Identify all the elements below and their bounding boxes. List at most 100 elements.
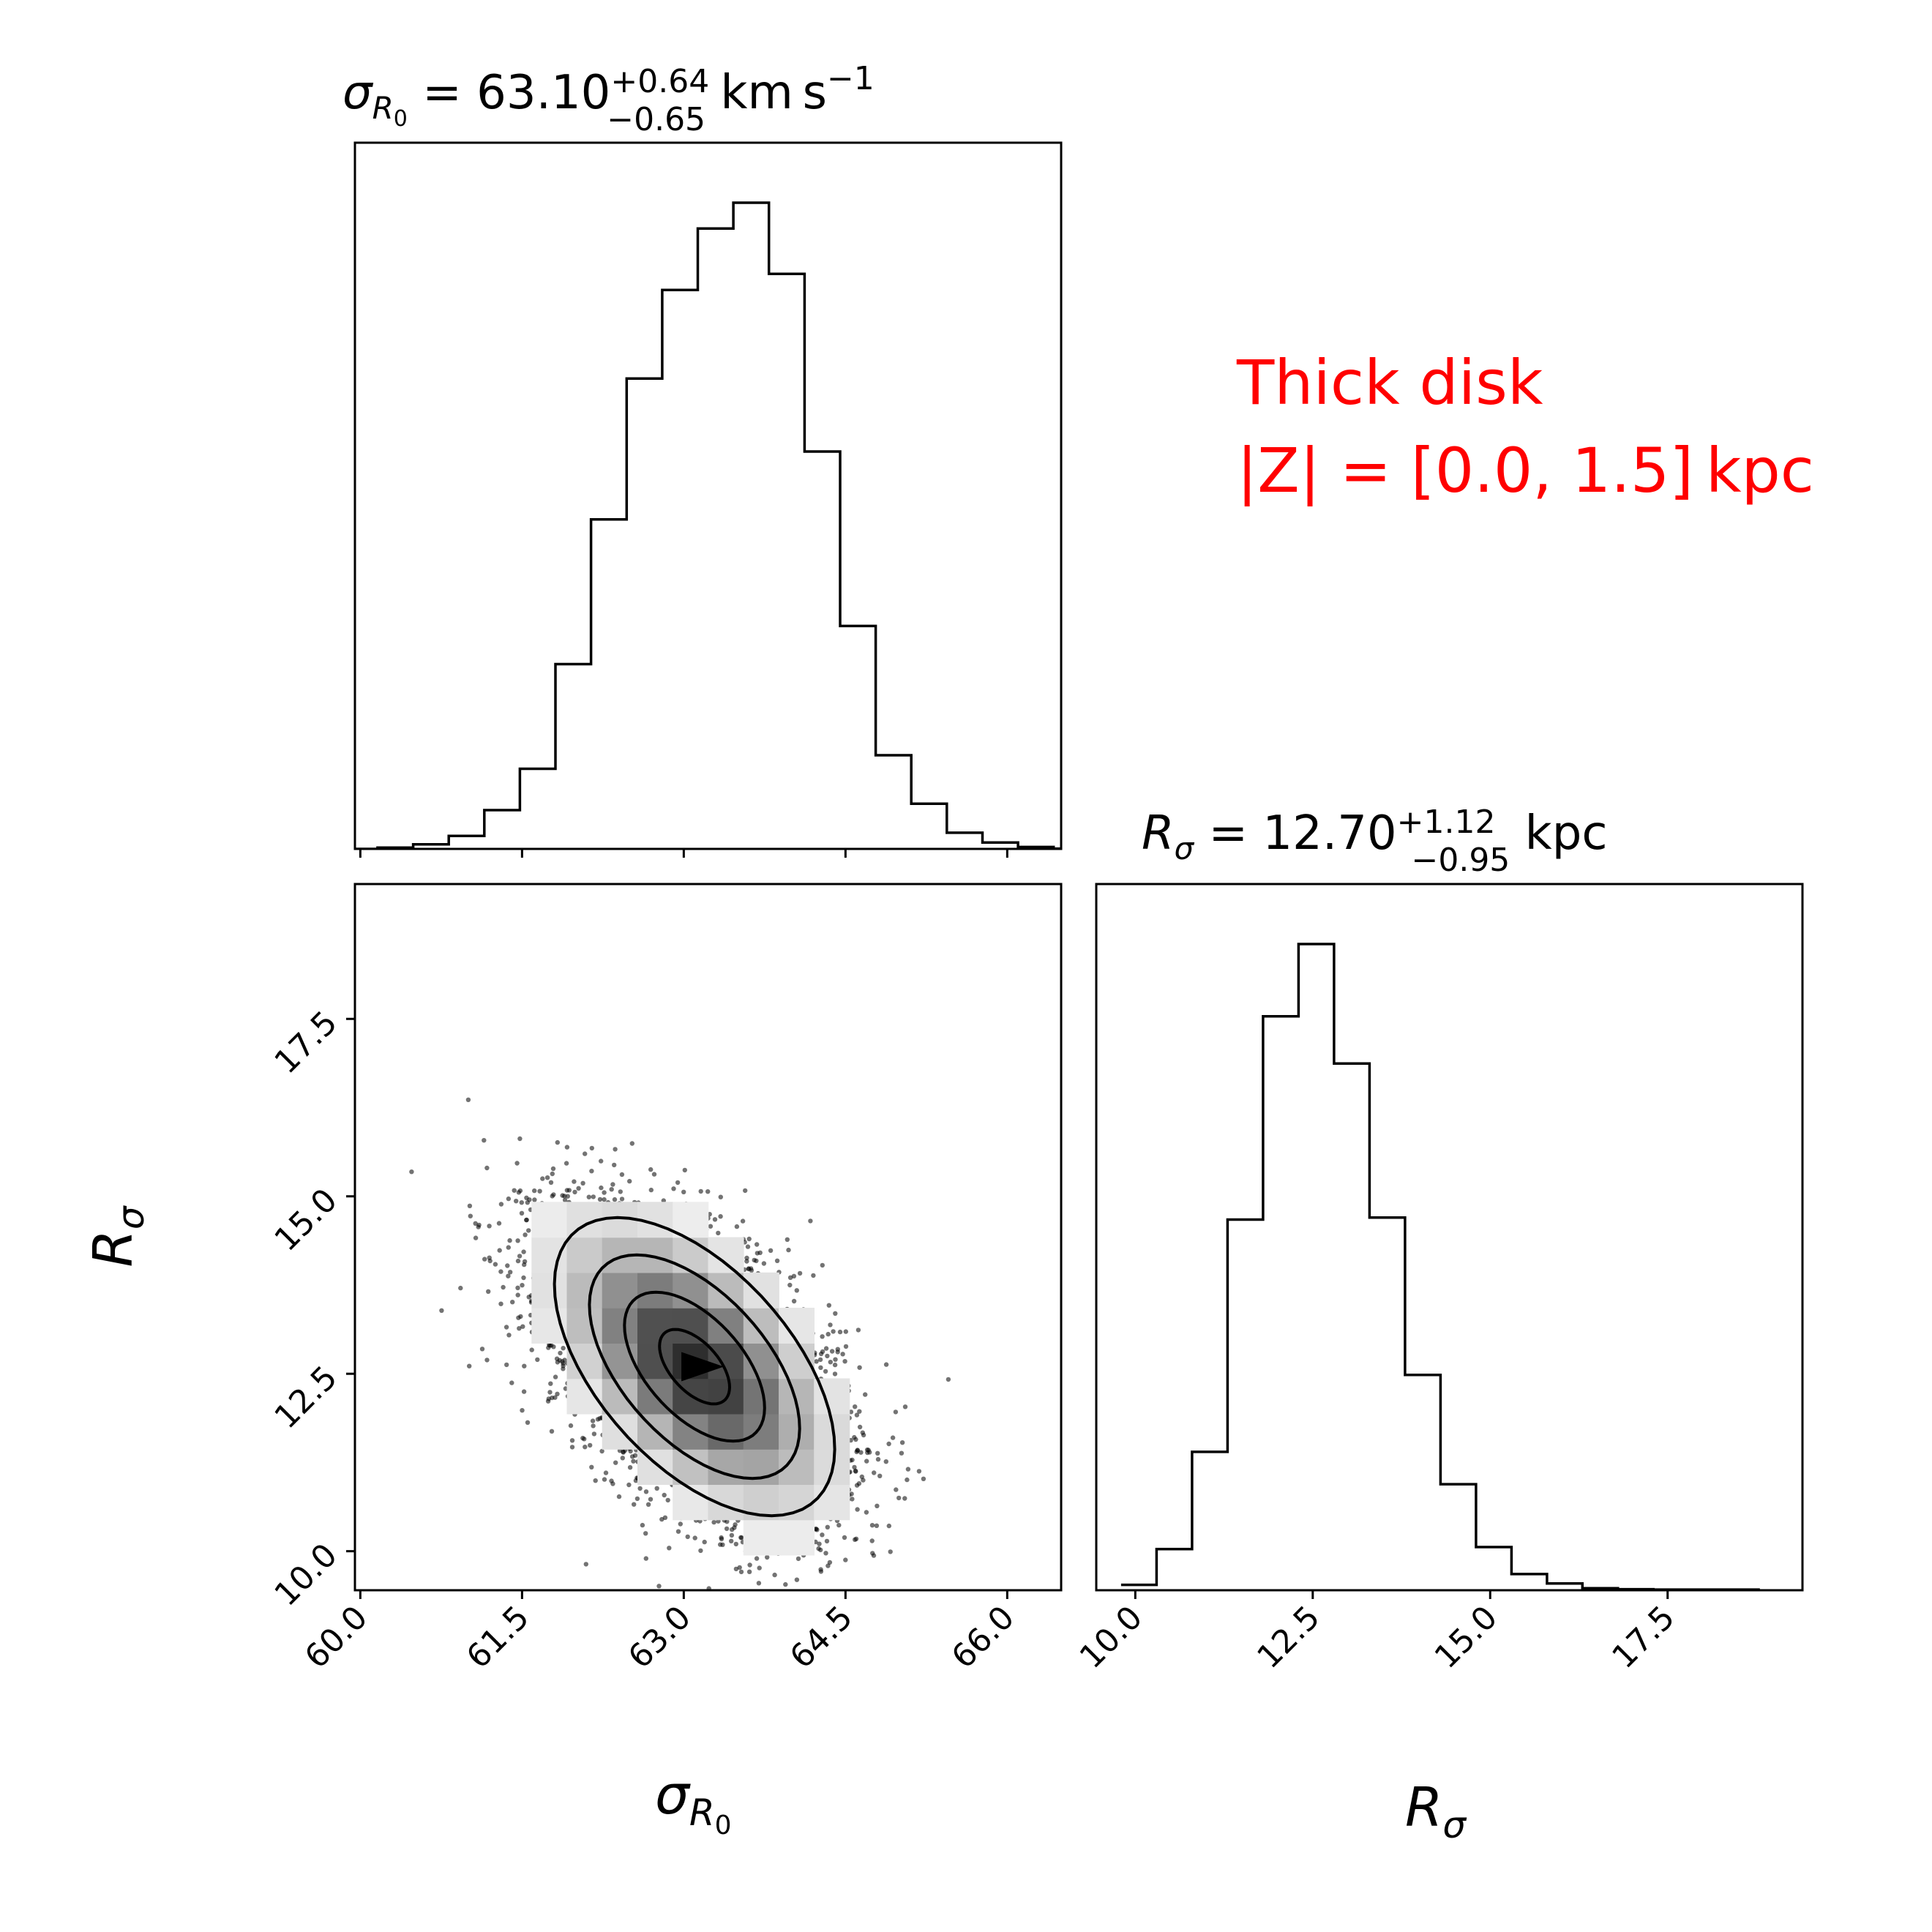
sample-point	[787, 1275, 793, 1281]
sample-point	[718, 1194, 723, 1199]
sample-point	[473, 1235, 479, 1240]
sample-point	[849, 1491, 854, 1497]
sample-point	[831, 1329, 836, 1334]
sample-point	[842, 1359, 847, 1364]
sample-point	[702, 1539, 707, 1545]
sample-point	[708, 1224, 714, 1229]
sample-point	[833, 1311, 838, 1317]
sample-point	[818, 1567, 823, 1572]
sample-point	[506, 1273, 511, 1278]
sample-point	[516, 1315, 521, 1320]
sample-point	[893, 1409, 899, 1415]
sample-point	[729, 1538, 734, 1543]
sample-point	[825, 1331, 831, 1337]
sample-point	[718, 1214, 723, 1219]
sample-point	[875, 1600, 879, 1605]
sample-point	[632, 1502, 637, 1507]
sample-point	[757, 1565, 762, 1570]
sample-point	[583, 1562, 588, 1567]
sample-point	[620, 1456, 625, 1461]
sample-point	[754, 1258, 759, 1264]
sample-point	[864, 1459, 869, 1464]
sample-point	[946, 1377, 951, 1382]
sample-point	[720, 1542, 725, 1547]
sample-point	[645, 1502, 651, 1507]
sample-point	[498, 1269, 503, 1274]
sample-point	[828, 1322, 833, 1328]
sample-point	[569, 1445, 575, 1450]
sample-point	[612, 1197, 618, 1202]
sample-point	[517, 1326, 522, 1331]
sample-point	[661, 1198, 666, 1203]
sample-point	[548, 1180, 554, 1186]
sample-point	[678, 1521, 683, 1527]
sample-point	[744, 1259, 749, 1264]
hist-sigma-line	[355, 201, 1061, 849]
sample-point	[545, 1399, 551, 1404]
sample-point	[886, 1523, 892, 1529]
title-sigma-unit: km s	[705, 66, 827, 120]
sample-point	[869, 1523, 875, 1528]
title-sigma-unit-sup: −1	[827, 60, 875, 97]
sample-point	[826, 1303, 832, 1308]
sample-point	[825, 1524, 831, 1530]
sample-point	[580, 1180, 585, 1186]
sample-point	[602, 1197, 607, 1202]
sample-point	[711, 1519, 716, 1525]
hist-sigma-steps	[355, 201, 1061, 849]
sample-point	[837, 1329, 843, 1335]
sample-point	[613, 1147, 618, 1152]
title-sigma-upper-err: +0.64	[610, 63, 709, 100]
sample-point	[875, 1456, 881, 1462]
sample-point	[685, 1534, 690, 1540]
sample-point	[603, 1470, 609, 1475]
sample-point	[823, 1368, 828, 1374]
sample-point	[506, 1245, 511, 1250]
sample-point	[564, 1145, 570, 1150]
sample-point	[739, 1535, 744, 1540]
sample-point	[519, 1200, 524, 1205]
sample-point	[656, 1584, 662, 1589]
sample-point	[509, 1380, 514, 1385]
sample-point	[797, 1270, 803, 1276]
sample-point	[643, 1489, 649, 1494]
sample-point	[824, 1538, 830, 1544]
sample-point	[484, 1165, 490, 1171]
sample-point	[486, 1289, 491, 1295]
sample-point	[576, 1186, 581, 1191]
sample-point	[627, 1178, 632, 1184]
sample-point	[768, 1248, 774, 1254]
sample-point	[522, 1363, 527, 1368]
sample-point	[619, 1197, 625, 1202]
sample-point	[820, 1262, 825, 1268]
sample-point	[921, 1476, 926, 1482]
sample-point	[894, 1487, 899, 1492]
sample-point	[746, 1236, 752, 1242]
sample-point	[662, 1492, 667, 1498]
sample-point	[517, 1136, 523, 1142]
sample-point	[818, 1351, 824, 1357]
sample-point	[783, 1581, 788, 1587]
sample-point	[521, 1389, 527, 1394]
sample-point	[569, 1438, 575, 1443]
sample-point	[458, 1285, 463, 1291]
sample-point	[667, 1546, 672, 1551]
sample-point	[525, 1200, 530, 1205]
title-sigma: σR0 = 63.10+0.64 −0.65 km s−1	[342, 60, 875, 138]
sample-point	[804, 1614, 809, 1619]
sample-point	[566, 1188, 572, 1193]
sample-point	[817, 1541, 822, 1546]
sample-point	[808, 1218, 813, 1224]
sample-point	[671, 1186, 676, 1191]
sample-point	[853, 1468, 858, 1474]
sample-point	[503, 1325, 509, 1330]
sample-point	[473, 1221, 478, 1227]
sample-point	[855, 1507, 860, 1512]
sample-point	[565, 1194, 570, 1199]
sample-point	[755, 1242, 760, 1247]
sample-point	[591, 1431, 597, 1437]
sample-point	[468, 1213, 473, 1218]
sample-point	[610, 1182, 615, 1187]
sample-point	[835, 1347, 841, 1352]
title-sigma-value: = 63.10	[408, 66, 611, 120]
